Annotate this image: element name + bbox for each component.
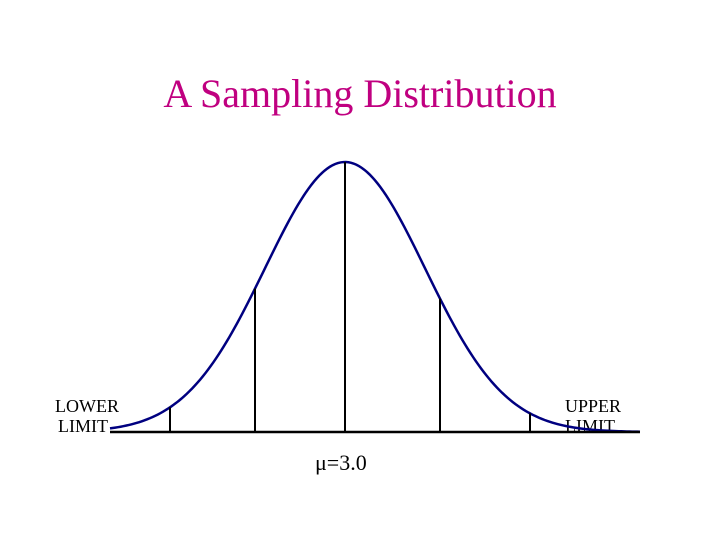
mu-label: μ=3.0 — [315, 450, 367, 476]
bell-curve — [110, 162, 640, 432]
distribution-chart — [50, 150, 670, 450]
page-title: A Sampling Distribution — [0, 70, 720, 117]
